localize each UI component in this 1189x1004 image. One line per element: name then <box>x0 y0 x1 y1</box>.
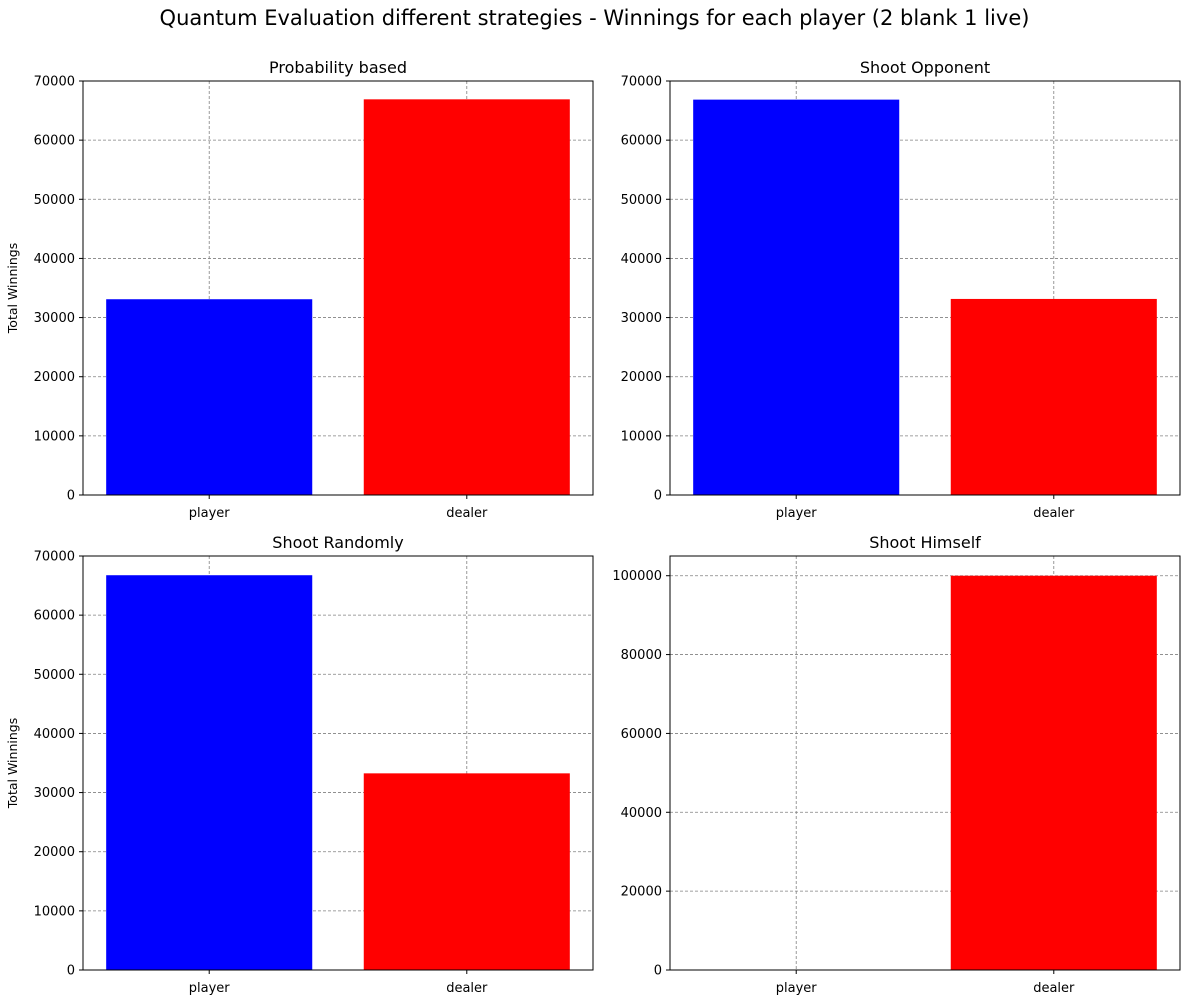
x-tick-label: player <box>189 506 231 521</box>
y-tick-label: 60000 <box>621 134 662 149</box>
y-tick-label: 80000 <box>621 648 662 663</box>
y-tick-label: 50000 <box>34 668 75 683</box>
bar-player <box>106 299 313 495</box>
y-tick-label: 70000 <box>34 75 75 90</box>
y-axis-label: Total Winnings <box>5 243 20 334</box>
axes-frame <box>82 555 594 971</box>
x-tick-label: dealer <box>446 506 488 521</box>
chart-panel: 0 20000 40000 60000 80000 100000 player dealer S… <box>612 533 1181 996</box>
axes-frame <box>669 80 1181 496</box>
chart-panel: 0 10000 20000 30000 40000 50000 60000 70000 play… <box>5 533 594 996</box>
y-axis-label: Total Winnings <box>5 718 20 809</box>
y-tick-label: 0 <box>67 964 75 979</box>
y-tick-label: 0 <box>654 964 662 979</box>
x-tick-label: player <box>776 981 818 996</box>
y-tick-label: 0 <box>654 489 662 504</box>
y-tick-label: 70000 <box>34 550 75 565</box>
y-tick-label: 0 <box>67 489 75 504</box>
y-tick-label: 60000 <box>621 727 662 742</box>
y-tick-label: 20000 <box>34 845 75 860</box>
axes-frame <box>669 555 1181 971</box>
y-tick-label: 20000 <box>621 885 662 900</box>
bar-dealer <box>363 99 570 495</box>
y-tick-label: 10000 <box>34 904 75 919</box>
y-tick-label: 40000 <box>621 252 662 267</box>
chart-panel: 0 10000 20000 30000 40000 50000 60000 70000 play… <box>5 58 594 521</box>
y-tick-label: 100000 <box>612 569 662 584</box>
chart-title: Shoot Himself <box>869 533 981 552</box>
chart-panel: 0 10000 20000 30000 40000 50000 60000 70000 play… <box>621 58 1181 521</box>
y-tick-label: 60000 <box>34 609 75 624</box>
axes-frame <box>82 80 594 496</box>
figure-title: Quantum Evaluation different strategies … <box>159 6 1030 30</box>
y-tick-label: 40000 <box>34 252 75 267</box>
y-tick-label: 10000 <box>34 429 75 444</box>
y-tick-label: 30000 <box>621 311 662 326</box>
bar-dealer <box>363 773 570 970</box>
bar-player <box>106 575 313 970</box>
x-tick-label: player <box>776 506 818 521</box>
x-tick-label: dealer <box>1033 981 1075 996</box>
y-tick-label: 20000 <box>34 370 75 385</box>
x-tick-label: dealer <box>1033 506 1075 521</box>
y-tick-label: 60000 <box>34 134 75 149</box>
bar-dealer <box>950 575 1157 970</box>
y-tick-label: 40000 <box>34 727 75 742</box>
bar-player <box>693 99 900 495</box>
y-tick-label: 40000 <box>621 806 662 821</box>
y-tick-label: 30000 <box>34 786 75 801</box>
y-tick-label: 70000 <box>621 75 662 90</box>
chart-title: Shoot Opponent <box>860 58 990 77</box>
y-tick-label: 50000 <box>34 193 75 208</box>
chart-title: Probability based <box>269 58 407 77</box>
y-tick-label: 20000 <box>621 370 662 385</box>
y-tick-label: 50000 <box>621 193 662 208</box>
y-tick-label: 30000 <box>34 311 75 326</box>
x-tick-label: player <box>189 981 231 996</box>
x-tick-label: dealer <box>446 981 488 996</box>
y-tick-label: 10000 <box>621 429 662 444</box>
chart-title: Shoot Randomly <box>272 533 403 552</box>
bar-dealer <box>950 298 1157 495</box>
